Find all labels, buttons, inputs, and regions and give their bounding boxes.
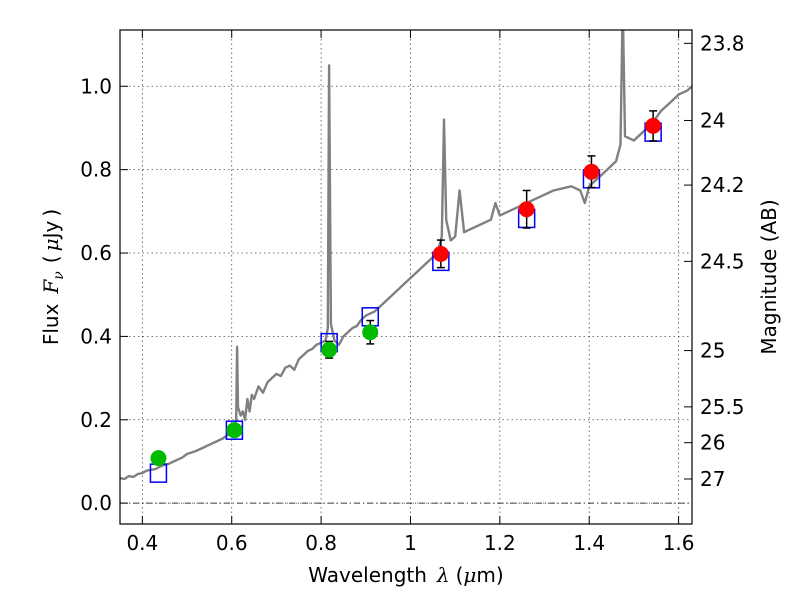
observed-point-layer	[150, 110, 662, 467]
y-tick-label: 0.4	[80, 324, 112, 348]
tick-layer: 0.4 0.6 0.8 1 1.2 1.4 1.6 0.0 0.2 0.4 0.6 0.8 1.0 23.…	[80, 30, 745, 555]
red-data-point	[518, 201, 535, 218]
x-tick-label: 1.2	[484, 531, 516, 555]
y2-tick-label: 24	[700, 108, 725, 132]
y2-tick-label: 25	[700, 339, 725, 363]
x-tick-label: 0.4	[126, 531, 158, 555]
x-tick-label: 1.6	[663, 531, 695, 555]
green-data-point	[321, 341, 338, 358]
x-tick-label: 0.8	[305, 531, 337, 555]
y2-tick-label: 27	[700, 467, 725, 491]
green-data-point	[226, 422, 243, 439]
x-axis-label: Wavelength λ (μm)	[308, 563, 503, 587]
red-data-point	[645, 117, 662, 134]
y-tick-label: 0.8	[80, 158, 112, 182]
x-tick-label: 1	[404, 531, 417, 555]
y2-tick-label: 24.5	[700, 249, 745, 273]
x-tick-label: 1.4	[573, 531, 605, 555]
y-tick-label: 0.2	[80, 408, 112, 432]
y-tick-label: 0.0	[80, 491, 112, 515]
grid-layer	[120, 30, 692, 524]
green-data-point	[362, 324, 379, 341]
spectrum-line	[120, 30, 692, 481]
y2-tick-label: 23.8	[700, 31, 745, 55]
y-axis-label: FluxFν(μJy)	[39, 209, 67, 345]
spectrum-layer	[120, 30, 692, 481]
y2-tick-label: 26	[700, 431, 725, 455]
y-tick-label: 1.0	[80, 74, 112, 98]
x-tick-label: 0.6	[216, 531, 248, 555]
y-tick-label: 0.6	[80, 241, 112, 265]
y2-tick-label: 24.2	[700, 173, 745, 197]
y2-tick-label: 25.5	[700, 395, 745, 419]
green-data-point	[150, 450, 167, 467]
red-data-point	[432, 245, 449, 262]
red-data-point	[583, 163, 600, 180]
plot-frame	[119, 29, 693, 525]
y2-axis-label: Magnitude (AB)	[757, 199, 781, 354]
